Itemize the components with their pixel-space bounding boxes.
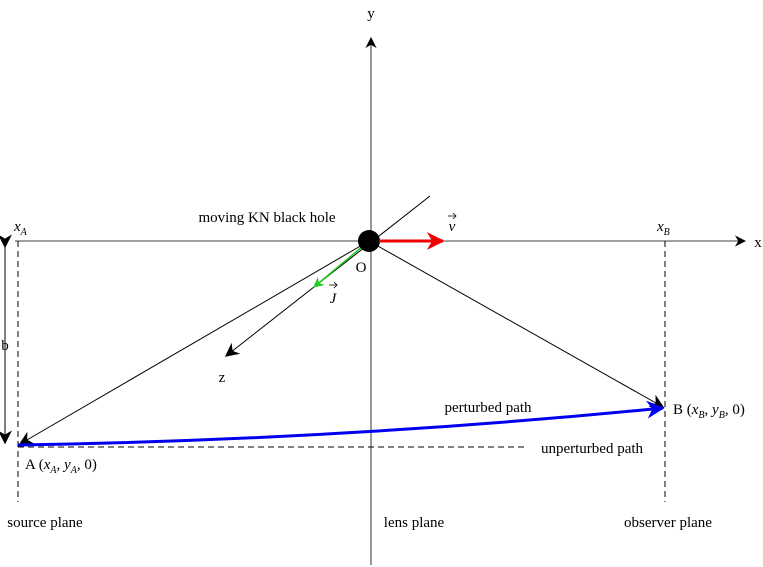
y-label: y	[367, 6, 375, 22]
label-part: , 0)	[725, 402, 745, 418]
vector-oa	[18, 240, 370, 445]
impact-label: b	[1, 338, 9, 354]
x-a-label: xA	[13, 219, 28, 238]
label-part: A (	[25, 457, 44, 473]
spin-label: J	[330, 291, 338, 307]
velocity-label: v	[449, 219, 456, 235]
label-part: x	[43, 457, 51, 473]
perturbed-label: perturbed path	[444, 400, 532, 416]
label-part: A	[20, 227, 28, 238]
lens-plane-label: lens plane	[384, 515, 445, 531]
vector-ob	[368, 240, 665, 408]
label-part: x	[13, 219, 21, 235]
label-part: x	[656, 219, 664, 235]
black-hole	[358, 230, 380, 252]
label-part: B (	[673, 402, 692, 418]
spin-arrow	[313, 240, 370, 288]
label-part: B	[719, 410, 725, 421]
vector-accent	[448, 212, 457, 220]
source-plane-label: source plane	[7, 515, 83, 531]
label-part: x	[691, 402, 699, 418]
origin-label: O	[356, 260, 367, 276]
x-b-label: xB	[656, 219, 670, 238]
label-part: A	[49, 465, 57, 476]
z-label: z	[219, 370, 226, 386]
unperturbed-label: unperturbed path	[541, 441, 644, 457]
vector-accent	[329, 281, 338, 289]
label-part: y	[710, 402, 719, 418]
axes	[0, 36, 747, 565]
black-hole-label: moving KN black hole	[198, 210, 335, 226]
label-part: B	[664, 227, 670, 238]
label-part: y	[62, 457, 71, 473]
label-part: ,	[57, 457, 65, 473]
label-part: A	[70, 465, 78, 476]
x-label: x	[754, 235, 762, 251]
label-part: B	[698, 410, 704, 421]
point-a-label: A (xA, yA, 0)	[25, 457, 97, 476]
observer-plane-label: observer plane	[624, 515, 712, 531]
perturbed-path-curve	[17, 400, 665, 447]
label-part: , 0)	[77, 457, 97, 473]
point-b-label: B (xB, yB, 0)	[673, 402, 745, 421]
label-part: ,	[705, 402, 713, 418]
